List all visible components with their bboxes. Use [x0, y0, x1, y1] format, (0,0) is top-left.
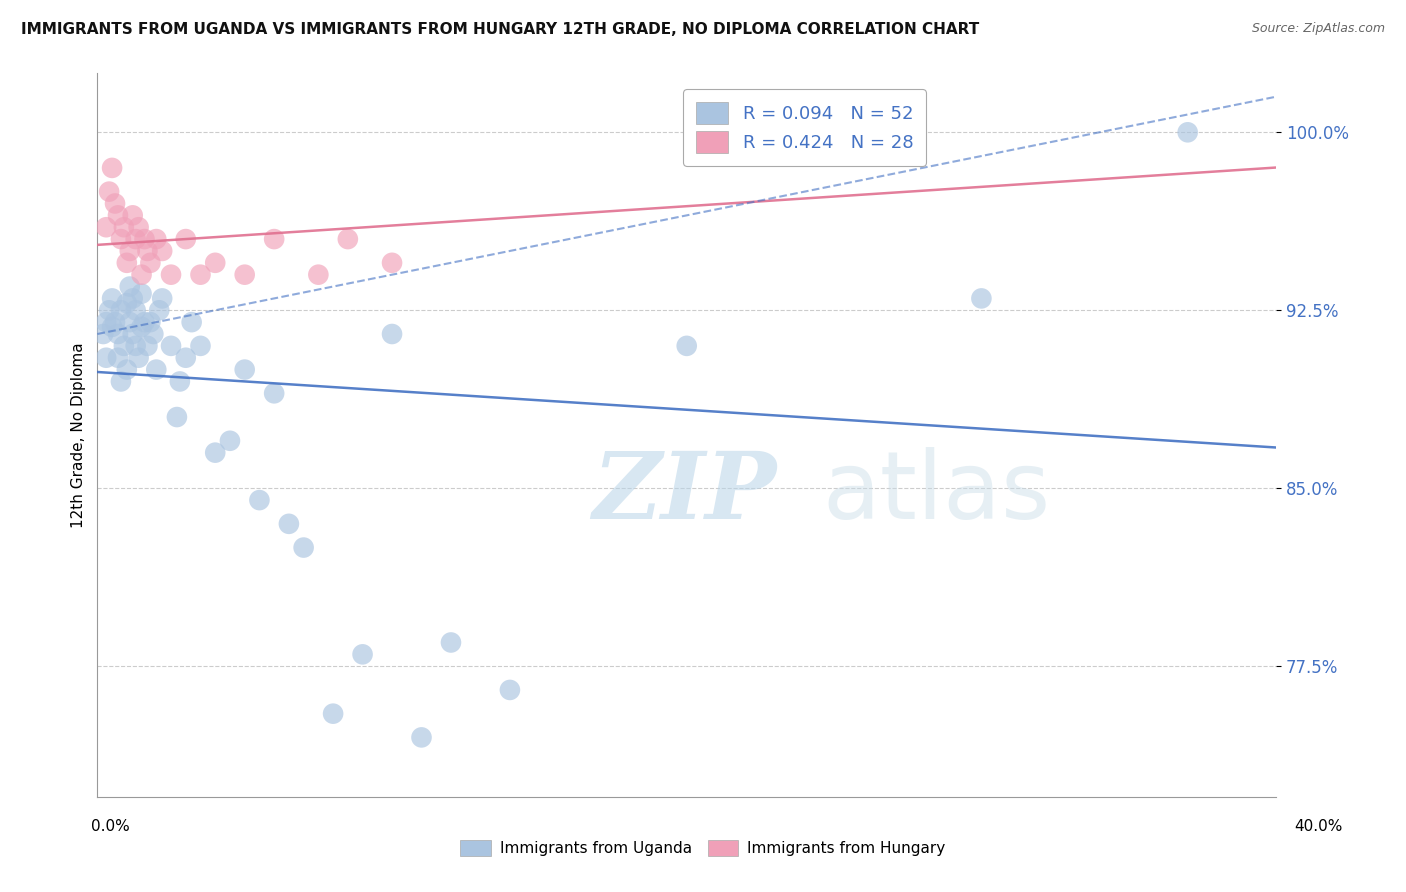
Point	[174, 232, 197, 246]
Point	[352, 648, 374, 662]
Point	[131, 268, 153, 282]
Point	[292, 541, 315, 555]
Point	[160, 268, 183, 282]
Point	[136, 339, 159, 353]
Point	[277, 516, 299, 531]
Point	[139, 256, 162, 270]
Point	[823, 137, 845, 152]
Point	[675, 339, 697, 353]
Point	[124, 232, 146, 246]
Point	[131, 286, 153, 301]
Point	[411, 731, 433, 745]
Text: 40.0%: 40.0%	[1295, 819, 1343, 834]
Point	[174, 351, 197, 365]
Point	[98, 303, 121, 318]
Text: 0.0%: 0.0%	[91, 819, 131, 834]
Point	[101, 292, 124, 306]
Point	[148, 303, 170, 318]
Point	[101, 161, 124, 175]
Point	[104, 315, 127, 329]
Point	[110, 303, 132, 318]
Point	[110, 232, 132, 246]
Point	[101, 319, 124, 334]
Point	[970, 292, 993, 306]
Point	[160, 339, 183, 353]
Point	[118, 244, 141, 258]
Point	[121, 208, 143, 222]
Text: ZIP: ZIP	[592, 448, 776, 538]
Point	[150, 244, 173, 258]
Point	[139, 315, 162, 329]
Point	[131, 319, 153, 334]
Point	[115, 362, 138, 376]
Point	[128, 351, 150, 365]
Point	[381, 256, 404, 270]
Point	[263, 232, 285, 246]
Point	[124, 303, 146, 318]
Point	[128, 220, 150, 235]
Point	[307, 268, 329, 282]
Point	[96, 220, 118, 235]
Text: IMMIGRANTS FROM UGANDA VS IMMIGRANTS FROM HUNGARY 12TH GRADE, NO DIPLOMA CORRELA: IMMIGRANTS FROM UGANDA VS IMMIGRANTS FRO…	[21, 22, 980, 37]
Legend: Immigrants from Uganda, Immigrants from Hungary: Immigrants from Uganda, Immigrants from …	[454, 834, 952, 862]
Y-axis label: 12th Grade, No Diploma: 12th Grade, No Diploma	[72, 342, 86, 528]
Point	[91, 326, 114, 341]
Point	[134, 232, 156, 246]
Point	[322, 706, 344, 721]
Point	[104, 196, 127, 211]
Point	[180, 315, 202, 329]
Point	[118, 279, 141, 293]
Point	[166, 410, 188, 425]
Legend: R = 0.094   N = 52, R = 0.424   N = 28: R = 0.094 N = 52, R = 0.424 N = 28	[683, 89, 927, 166]
Point	[249, 493, 271, 508]
Point	[112, 220, 135, 235]
Point	[112, 339, 135, 353]
Point	[118, 315, 141, 329]
Point	[142, 326, 165, 341]
Point	[440, 635, 463, 649]
Point	[107, 208, 129, 222]
Point	[499, 682, 522, 697]
Point	[169, 375, 191, 389]
Point	[150, 292, 173, 306]
Point	[263, 386, 285, 401]
Point	[121, 292, 143, 306]
Point	[107, 351, 129, 365]
Point	[96, 351, 118, 365]
Point	[124, 339, 146, 353]
Point	[233, 268, 256, 282]
Point	[145, 362, 167, 376]
Point	[190, 339, 212, 353]
Point	[145, 232, 167, 246]
Point	[219, 434, 242, 448]
Point	[96, 315, 118, 329]
Point	[115, 256, 138, 270]
Point	[204, 445, 226, 459]
Point	[98, 185, 121, 199]
Text: Source: ZipAtlas.com: Source: ZipAtlas.com	[1251, 22, 1385, 36]
Point	[110, 375, 132, 389]
Point	[233, 362, 256, 376]
Point	[336, 232, 359, 246]
Point	[134, 315, 156, 329]
Point	[136, 244, 159, 258]
Point	[107, 326, 129, 341]
Point	[204, 256, 226, 270]
Point	[381, 326, 404, 341]
Point	[115, 296, 138, 310]
Text: atlas: atlas	[823, 447, 1050, 539]
Point	[190, 268, 212, 282]
Point	[121, 326, 143, 341]
Point	[1177, 125, 1199, 139]
